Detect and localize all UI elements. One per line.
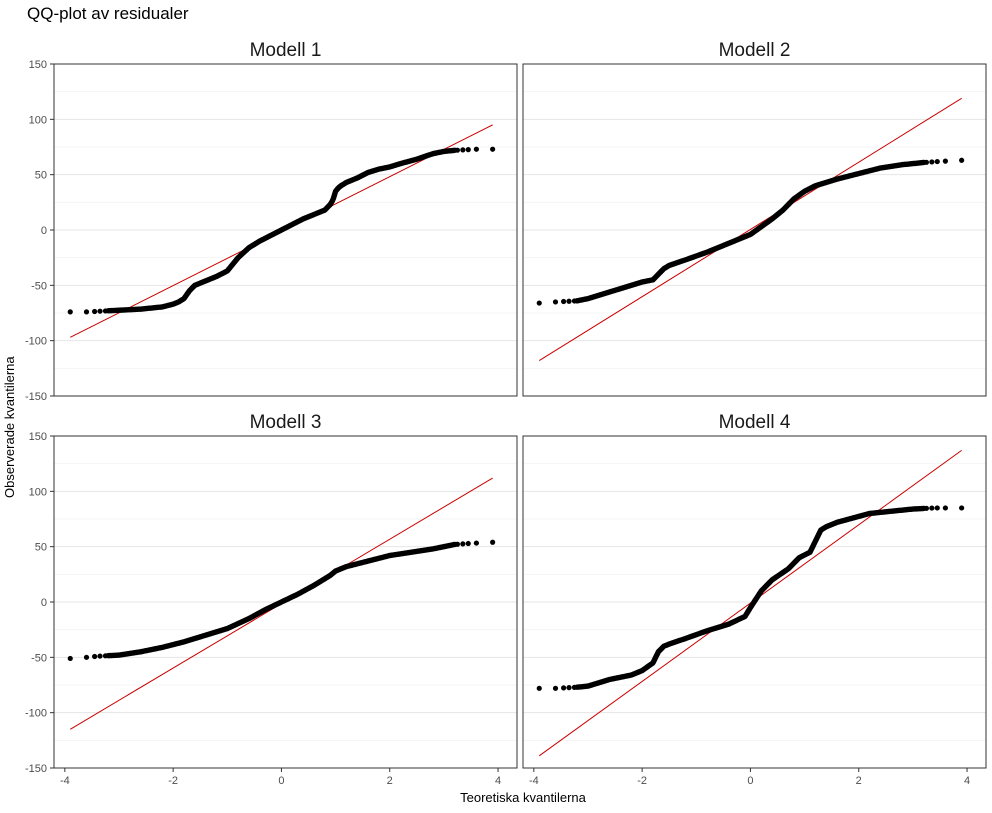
y-tick-label: 150 (29, 59, 47, 71)
y-tick-label: -100 (25, 336, 47, 348)
x-tick-label: 4 (964, 775, 970, 787)
qq-point (473, 146, 479, 152)
qq-point (929, 159, 935, 165)
y-tick-label: 100 (29, 114, 47, 126)
qq-point (465, 540, 471, 547)
panel-title: Modell 4 (719, 412, 791, 433)
y-tick-label: -100 (25, 708, 47, 720)
panel-border (522, 63, 987, 397)
qq-point (942, 505, 948, 511)
y-tick-label: -50 (31, 280, 47, 292)
qq-point (97, 653, 103, 659)
qq-point (959, 505, 965, 511)
y-axis-title: Observerade kvantilerna (2, 356, 17, 498)
x-axis-title-wrapper: Teoretiska kvantilerna (0, 790, 992, 805)
x-tick-label: -2 (637, 775, 647, 787)
qq-point (552, 299, 559, 305)
qq-points-body (105, 147, 458, 314)
panel-1: Modell 1 -150 -100 -50 0 50 100 150 (25, 40, 518, 403)
qq-points (536, 157, 965, 306)
y-tick-label: -150 (25, 391, 47, 403)
qq-point (561, 685, 567, 691)
qq-point (536, 300, 542, 306)
panel-4: Modell 4 -4 -2 0 2 4 (522, 412, 987, 787)
qq-point (83, 309, 90, 315)
qq-point (465, 147, 471, 153)
qq-point (460, 541, 466, 547)
y-tick-label: 150 (29, 431, 47, 443)
panel-title: Modell 2 (719, 40, 791, 61)
panel-3: Modell 3 -150 -100 -50 0 50 100 150 -4 -2 0 2 4 (25, 412, 518, 787)
qq-points (536, 505, 965, 691)
qq-point (934, 158, 940, 165)
qq-point (92, 653, 98, 660)
qq-point (460, 147, 466, 153)
qq-point (97, 308, 103, 314)
x-tick-label: 4 (495, 775, 501, 787)
y-tick-label: 50 (35, 542, 47, 554)
qq-point (67, 655, 73, 662)
x-tick-label: 0 (747, 775, 753, 787)
qq-point (536, 685, 542, 691)
qq-point (959, 157, 965, 163)
qq-point (929, 505, 935, 511)
panel-title: Modell 1 (250, 40, 322, 61)
qq-point (92, 308, 98, 315)
panel-2: Modell 2 (522, 40, 987, 397)
y-axis: -150 -100 -50 0 50 100 150 (25, 431, 54, 775)
y-tick-label: 100 (29, 486, 47, 498)
qq-point (490, 539, 496, 545)
y-tick-label: 50 (35, 170, 47, 182)
y-tick-label: -150 (25, 763, 47, 775)
x-tick-label: -4 (60, 775, 70, 787)
panel-title: Modell 3 (250, 412, 322, 433)
qq-point (561, 298, 567, 305)
qq-point (566, 298, 572, 304)
qq-point (67, 309, 73, 315)
x-tick-label: 0 (278, 775, 284, 787)
qq-points-body (105, 541, 458, 659)
qq-points (67, 539, 496, 662)
qq-point (566, 685, 572, 691)
qq-point (552, 685, 559, 691)
page-title: QQ-plot av residualer (27, 4, 189, 23)
x-axis-title: Teoretiska kvantilerna (460, 790, 586, 805)
y-tick-label: -50 (31, 652, 47, 664)
x-axis: -4 -2 0 2 4 (529, 768, 970, 787)
x-axis: -4 -2 0 2 4 (60, 768, 501, 787)
qq-point (934, 505, 940, 511)
qq-point (473, 540, 479, 546)
x-tick-label: 2 (387, 775, 393, 787)
reference-line (538, 97, 962, 362)
x-tick-label: -4 (529, 775, 539, 787)
qq-points-body (574, 159, 927, 304)
qq-points-body (574, 505, 927, 690)
y-tick-label: 0 (41, 225, 47, 237)
x-tick-label: 2 (856, 775, 862, 787)
qq-points (67, 146, 496, 315)
qq-point (490, 146, 496, 152)
panel-border (522, 435, 987, 769)
qq-point (942, 158, 948, 164)
y-tick-label: 0 (41, 597, 47, 609)
x-tick-label: -2 (168, 775, 178, 787)
y-axis: -150 -100 -50 0 50 100 150 (25, 59, 54, 403)
qq-point (83, 654, 90, 660)
